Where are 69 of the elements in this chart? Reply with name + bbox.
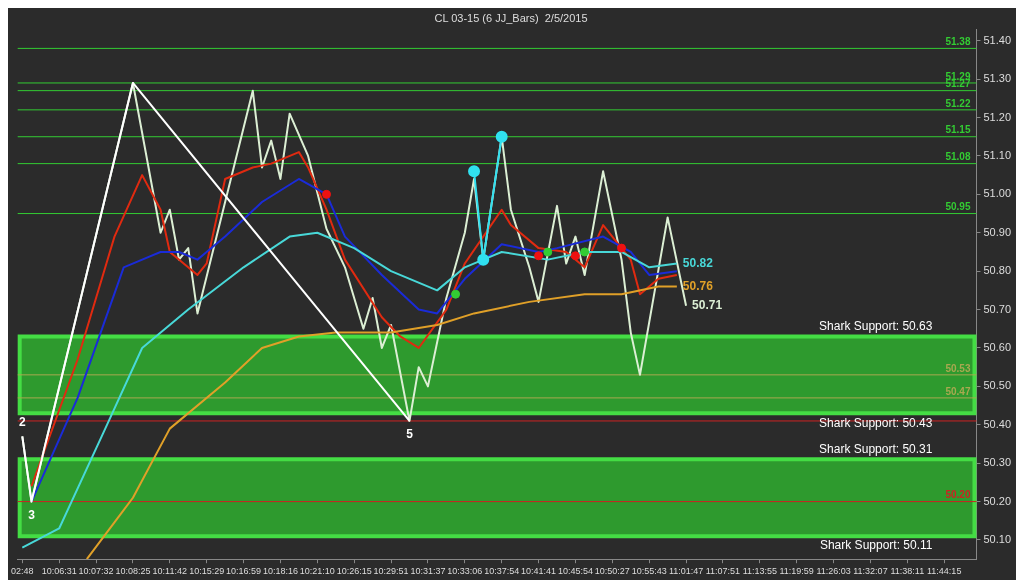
annotation: Shark Support: 50.11 [819, 538, 933, 553]
y-tick-label: 51.10 [983, 148, 1011, 161]
x-tick-label: 10:16:59 [226, 566, 262, 577]
annotation: 5 [406, 427, 414, 442]
point [617, 243, 627, 253]
y-tick-label: 50.40 [983, 417, 1011, 430]
ref-line-label: 51.15 [945, 124, 971, 136]
annotation: Shark Support: 50.31 [819, 441, 933, 456]
x-tick-label: 10:21:10 [299, 566, 335, 577]
point [468, 165, 481, 178]
point [534, 251, 544, 261]
point [570, 251, 580, 261]
y-tick-label: 50.70 [983, 302, 1011, 315]
y-tick-label: 51.20 [983, 110, 1011, 123]
x-tick-label: 10:11:42 [152, 566, 187, 577]
annotation: Shark Support: 50.63 [819, 318, 933, 333]
chart-title: CL 03-15 (6 JJ_Bars) 2/5/2015 [434, 11, 588, 24]
y-tick-label: 51.40 [983, 33, 1011, 46]
x-tick-label: 11:19:59 [779, 566, 814, 577]
x-tick-label: 10:07:32 [78, 566, 114, 577]
data-label: 50.71 [692, 298, 723, 313]
y-tick-label: 50.80 [983, 264, 1011, 277]
y-tick-label: 50.60 [983, 341, 1011, 353]
y-tick-label: 50.20 [983, 494, 1011, 507]
point [580, 247, 590, 257]
data-label: 50.76 [682, 278, 714, 293]
x-tick-label: 10:45:54 [557, 566, 593, 577]
ref-line-label: 50.95 [945, 201, 971, 213]
point [543, 247, 553, 257]
x-tick-label: 10:15:29 [189, 566, 225, 577]
y-tick-label: 50.30 [983, 456, 1011, 469]
y-tick-label: 51.00 [983, 187, 1011, 200]
x-tick-label: 11:26:03 [816, 566, 851, 577]
x-tick-label: 10:37:54 [484, 566, 520, 577]
annotation: 2 [18, 414, 26, 429]
y-tick-label: 51.30 [983, 72, 1011, 85]
x-tick-label: 11:07:51 [705, 566, 741, 577]
annotation: Shark Support: 50.43 [819, 415, 933, 430]
x-tick-label: 10:41:41 [521, 566, 557, 577]
x-tick-label: 10:50:27 [594, 566, 630, 577]
y-tick-label: 50.50 [983, 379, 1011, 392]
x-tick-label: 10:55:43 [631, 566, 667, 577]
x-tick-label: 11:38:11 [890, 566, 925, 577]
x-tick-label: 10:06:31 [41, 566, 77, 577]
data-label: 50.82 [682, 255, 714, 270]
x-tick-label: 02:48 [11, 566, 34, 577]
point [322, 189, 332, 199]
point [451, 289, 461, 299]
point [477, 253, 490, 266]
x-tick-label: 11:01:47 [668, 566, 704, 577]
x-tick-label: 11:13:55 [742, 566, 778, 577]
ref-line-label: 51.22 [945, 97, 971, 109]
x-tick-label: 11:32:07 [853, 566, 888, 577]
x-tick-label: 11:44:15 [927, 566, 962, 577]
ref-line-label: 50.47 [945, 385, 971, 397]
y-tick-label: 50.90 [983, 225, 1011, 238]
ref-line-label: 51.08 [945, 151, 971, 163]
x-tick-label: 10:29:51 [373, 566, 409, 577]
ref-line-label: 50.53 [945, 362, 971, 374]
annotation: 3 [28, 507, 36, 522]
ref-line-label: 50.20 [945, 489, 971, 501]
ref-line-label: 51.38 [945, 36, 971, 48]
x-tick-label: 10:31:37 [410, 566, 446, 577]
x-tick-label: 10:08:25 [115, 566, 151, 577]
x-tick-label: 10:26:15 [336, 566, 372, 577]
x-tick-label: 10:33:06 [447, 566, 483, 577]
y-tick-label: 50.10 [983, 533, 1011, 546]
point [495, 130, 508, 143]
x-tick-label: 10:18:16 [262, 566, 298, 577]
